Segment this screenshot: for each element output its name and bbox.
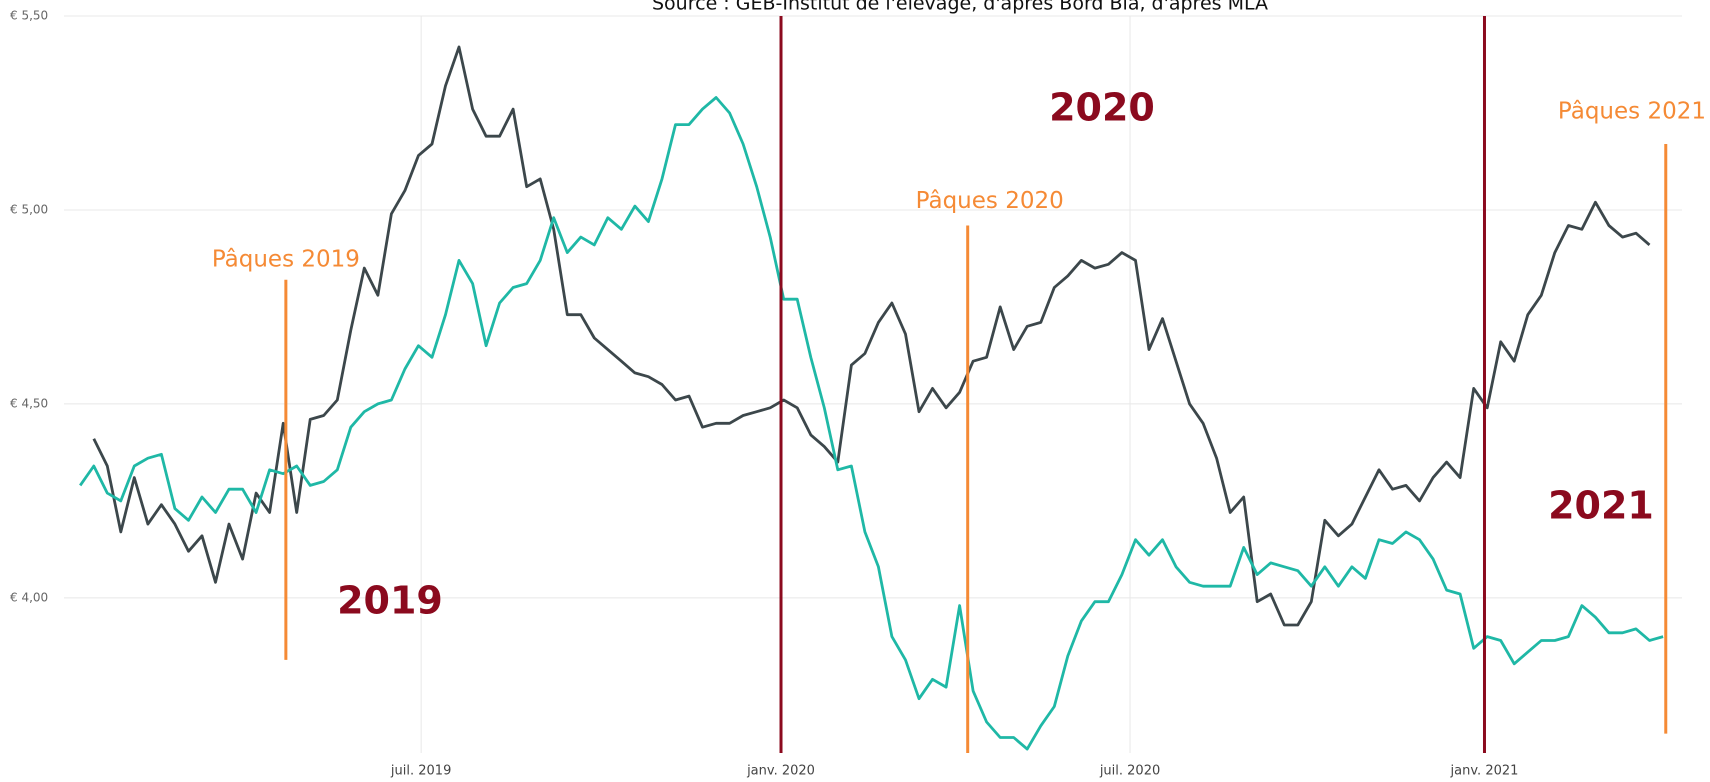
series-line <box>92 45 1651 627</box>
y-tick-label: € 4,00 <box>10 590 48 604</box>
x-tick-label: janv. 2021 <box>1450 764 1519 779</box>
year-label: 2020 <box>1049 86 1155 130</box>
series-line <box>79 96 1664 751</box>
y-tick-label: € 4,50 <box>10 396 48 410</box>
x-tick-label: janv. 2020 <box>746 764 815 779</box>
y-tick-label: € 5,00 <box>10 202 48 216</box>
easter-label: Pâques 2019 <box>212 246 360 272</box>
x-tick-label: juil. 2019 <box>390 764 451 779</box>
easter-label: Pâques 2021 <box>1558 99 1706 125</box>
year-label: 2019 <box>337 579 443 623</box>
y-tick-label: € 5,50 <box>10 9 48 23</box>
year-label: 2021 <box>1548 484 1654 528</box>
easter-label: Pâques 2020 <box>916 188 1064 214</box>
chart-subtitle: Source : GEB-Institut de l'élevage, d'ap… <box>652 0 1268 15</box>
x-tick-label: juil. 2020 <box>1099 764 1160 779</box>
